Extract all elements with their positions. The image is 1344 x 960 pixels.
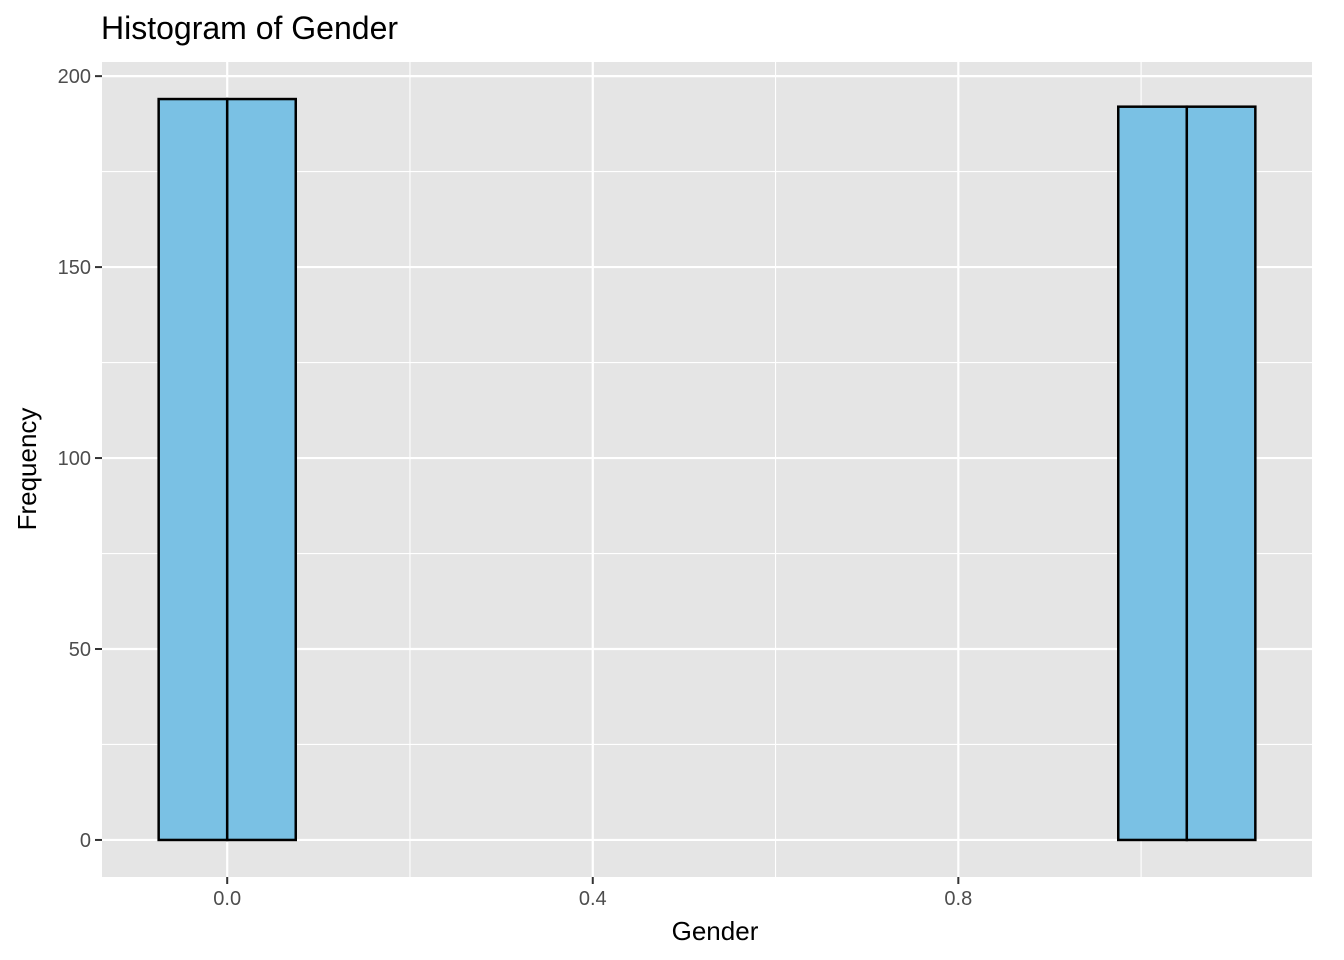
x-tick-label: 0.8 (944, 888, 972, 910)
histogram-bar (1185, 105, 1257, 842)
y-tick-label: 0 (80, 830, 91, 852)
x-axis: 0.0 0.4 0.8 (213, 877, 972, 910)
y-tick-label: 50 (69, 639, 91, 661)
y-tick-label: 200 (58, 66, 91, 88)
histogram-bar (1117, 105, 1189, 842)
histogram-bar (157, 97, 229, 842)
y-tick-label: 150 (58, 257, 91, 279)
major-grid (102, 62, 1312, 877)
y-axis: 0 50 100 150 200 (58, 66, 102, 852)
x-tick-label: 0.4 (579, 888, 607, 910)
plot-panel (102, 62, 1312, 877)
histogram-bars (157, 97, 1257, 842)
y-axis-title: Frequency (12, 408, 42, 531)
chart-title: Histogram of Gender (101, 10, 398, 46)
histogram-bar (225, 97, 297, 842)
x-axis-title: Gender (672, 916, 759, 946)
x-tick-label: 0.0 (213, 888, 241, 910)
y-tick-label: 100 (58, 448, 91, 470)
